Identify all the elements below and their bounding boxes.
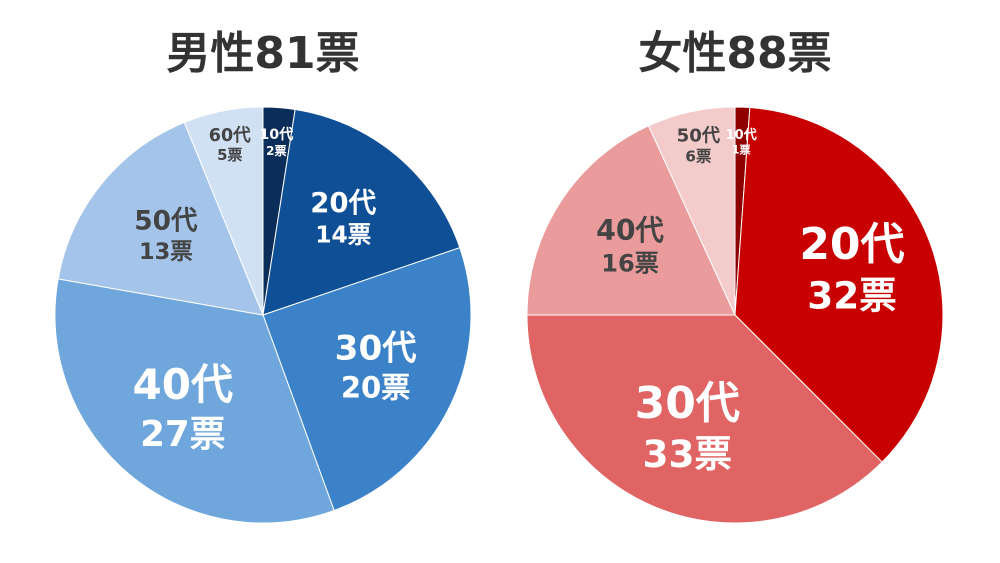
value-label: 5票 [217, 146, 242, 164]
value-label: 14票 [315, 220, 371, 248]
value-label: 6票 [685, 148, 711, 166]
value-label: 16票 [601, 250, 659, 278]
value-label: 2票 [266, 144, 286, 158]
pie-slice [734, 106, 944, 463]
slice-label: 40代 [133, 360, 233, 409]
value-label: 13票 [139, 239, 193, 265]
pie-slice [54, 278, 335, 524]
pie-slice [57, 121, 264, 316]
slice-label: 30代 [635, 378, 740, 429]
pie-slice [183, 106, 264, 316]
slice-label: 10代 [259, 125, 294, 143]
slice-label: 50代 [677, 125, 721, 146]
slice-label: 20代 [799, 219, 904, 270]
pie-slice [526, 125, 736, 316]
slice-label: 60代 [209, 125, 251, 146]
chart-title: 男性81票 [166, 28, 359, 79]
value-label: 27票 [140, 414, 225, 455]
pie-slice [647, 106, 736, 316]
slice-label: 40代 [596, 214, 664, 247]
value-label: 20票 [341, 370, 411, 404]
value-label: 33票 [643, 432, 732, 476]
pie-slice [526, 314, 883, 524]
slice-label: 20代 [310, 187, 376, 219]
pie-slice [262, 247, 472, 512]
chart-title: 女性88票 [638, 28, 831, 79]
pie-slice [262, 108, 461, 316]
value-label: 32票 [807, 273, 896, 317]
slice-label: 30代 [335, 329, 417, 369]
value-label: 1票 [732, 143, 751, 156]
slice-label: 10代 [726, 127, 757, 143]
slice-label: 50代 [134, 206, 198, 237]
